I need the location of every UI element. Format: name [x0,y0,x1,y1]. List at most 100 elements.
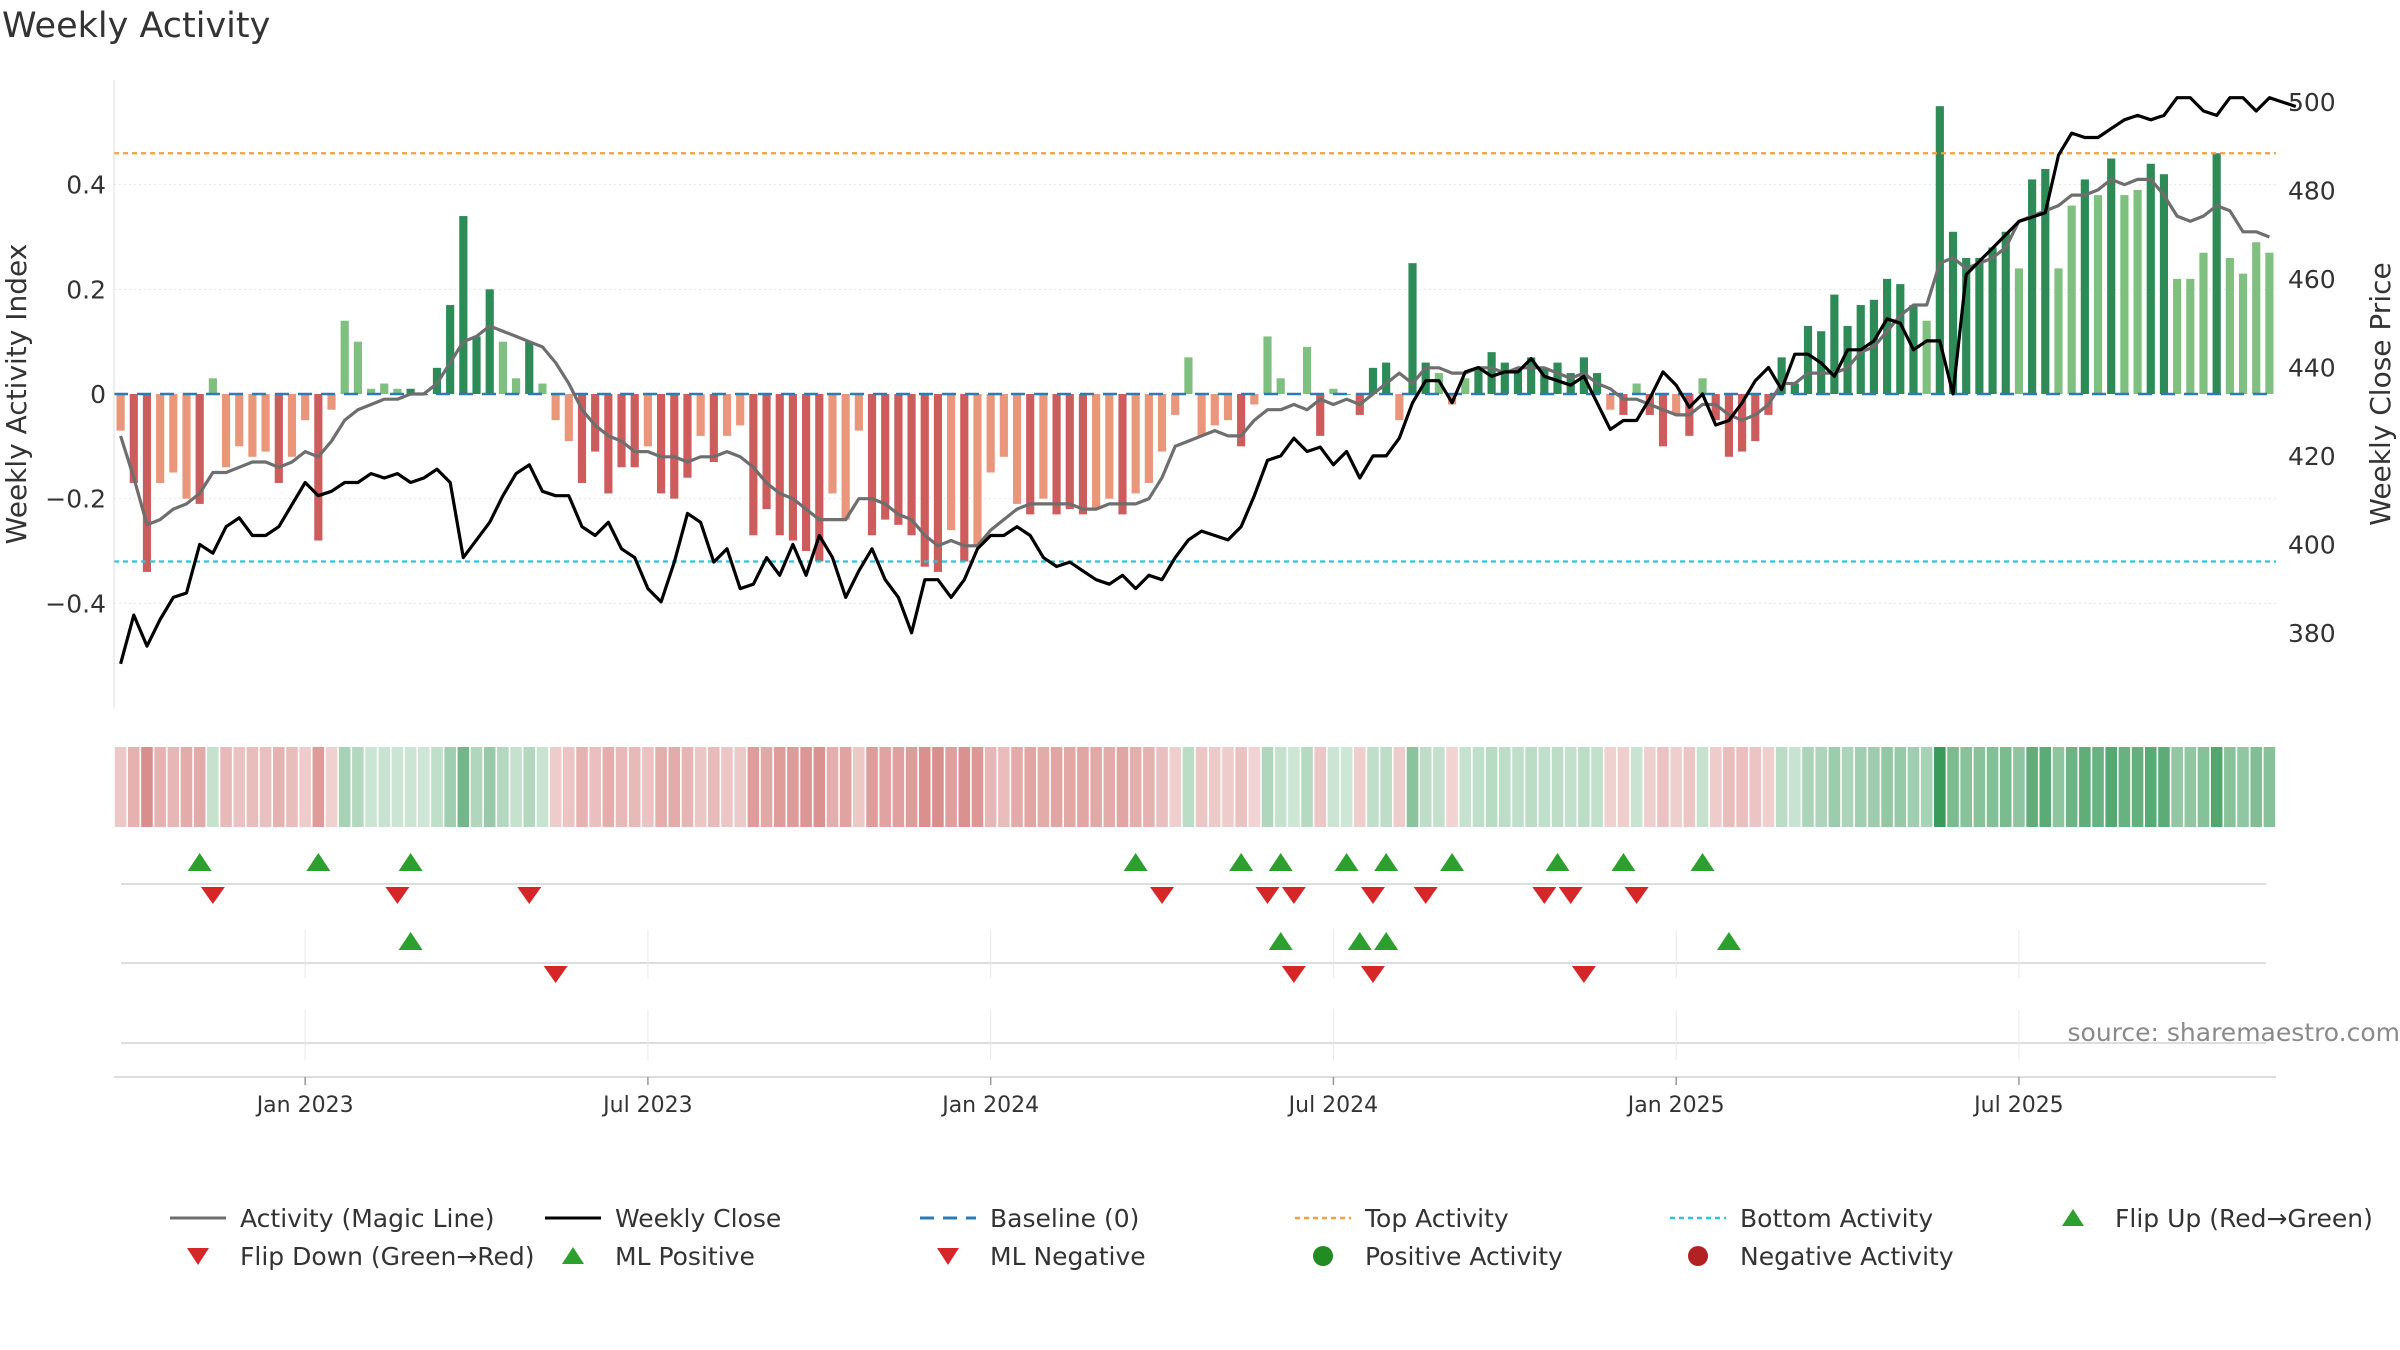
activity-bar [762,394,771,510]
heat-cell [984,747,997,827]
activity-bar [2093,195,2103,394]
down-marker [1532,887,1557,904]
heat-cell [918,747,931,827]
activity-bar [1368,367,1378,394]
heat-cell [1485,747,1498,827]
heat-cell [352,747,364,827]
heat-cell [207,747,219,827]
heat-cell [1986,747,1999,827]
heat-cell [1538,747,1551,827]
down-marker [1360,887,1385,904]
heat-cell [1644,747,1656,827]
y-tick-label: 0 [90,380,106,409]
heat-cell [1195,747,1208,827]
series-lines [119,96,2297,665]
triangle-down-icon [187,1248,209,1265]
activity-bar [722,394,732,436]
heat-cell [813,747,826,827]
heat-cell [760,747,773,827]
triangle-up-icon [562,1247,584,1264]
activity-bar [1395,394,1404,421]
activity-bar [261,394,270,452]
activity-bar [327,394,336,410]
activity-bar [2133,189,2142,394]
heat-cell [1116,747,1129,827]
heat-cell [1367,747,1379,827]
up-marker [306,853,331,871]
triangle-down-icon [937,1248,959,1265]
heat-cell [2144,747,2157,827]
activity-bar [287,394,297,457]
activity-bar [1803,325,1813,394]
heat-cell [2158,747,2170,827]
heat-cell [1208,747,1221,827]
heat-cell [2079,747,2091,827]
legend-ml-positive-label: ML Positive [615,1241,755,1271]
activity-bar [1962,257,1971,394]
down-marker [1360,966,1385,983]
heat-cell [2039,747,2052,827]
activity-bar [2173,278,2182,394]
heat-cell [1854,747,1867,827]
activity-bar [749,394,758,536]
heat-cell [1182,747,1195,827]
heat-cell [114,747,127,827]
y2-tick-label: 380 [2288,619,2336,648]
heat-cell [563,747,575,827]
heat-cell [1327,747,1340,827]
activity-bar [854,394,863,431]
activity-bar [1527,357,1536,394]
activity-bar [1513,367,1523,394]
heat-cell [1657,747,1669,827]
heat-cell [154,747,166,827]
activity-bar [2107,158,2116,394]
activity-bar [881,394,890,520]
heat-cell [2237,747,2249,827]
activity-bar [1408,263,1417,394]
heat-cell [998,747,1010,827]
down-marker [200,887,225,904]
activity-bar [1184,357,1193,394]
heat-cell [2105,747,2118,827]
heat-cell [457,747,470,827]
heat-cell [1050,747,1063,827]
y-tick-label: 0.2 [66,275,106,304]
heat-cell [1907,747,1920,827]
activity-bar [1144,394,1153,483]
activity-bar [1171,394,1180,415]
heat-cell [1868,747,1880,827]
activity-chart: −0.4 −0.2 0 0.2 0.4 380 400 420 440 460 480 500 Week… [0,80,2397,1118]
activity-bar [314,394,323,541]
heat-cell [2131,747,2144,827]
activity-bar [1658,394,1668,447]
activity-bar [815,394,824,562]
activity-bar [867,394,877,536]
down-marker [1558,887,1583,904]
heat-cell [1670,747,1682,827]
y-tick-label: 0.4 [66,171,106,200]
heat-cell [1802,747,1814,827]
heat-cell [602,747,615,827]
activity-bar [907,394,916,536]
activity-bar [142,394,152,572]
heat-cell [1736,747,1748,827]
heat-cell [167,747,180,827]
activity-bar [353,341,362,394]
heat-cell [127,747,140,827]
down-marker [385,887,410,904]
heat-cell [1129,747,1142,827]
heat-cell [1156,747,1168,827]
heat-cell [853,747,865,827]
heat-cell [1578,747,1590,827]
legend-weekly-close: Weekly Close [543,1200,781,1236]
heat-cell [787,747,799,827]
heat-cell [971,747,984,827]
activity-bar [973,394,982,546]
heat-cell [1960,747,1972,827]
heat-cell [668,747,681,827]
activity-bar [670,394,679,499]
y-axis-label: Weekly Activity Index [0,244,33,545]
x-tick-label: Jan 2024 [940,1093,1039,1118]
heat-cell [1617,747,1630,827]
heat-cell [2250,747,2263,827]
